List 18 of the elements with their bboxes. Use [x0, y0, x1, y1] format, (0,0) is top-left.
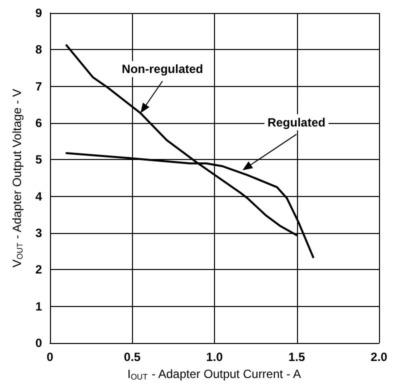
x-tick-label: 1.5 [288, 350, 306, 364]
x-tick-label: 2.0 [370, 350, 388, 364]
y-tick-label: 6 [35, 116, 42, 130]
x-tick-label: 1.0 [206, 350, 224, 364]
x-tick-label: 0.5 [124, 350, 141, 364]
y-tick-label: 0 [35, 336, 42, 350]
y-tick-label: 7 [35, 79, 42, 94]
annotation: Non-regulated [122, 62, 204, 76]
y-tick-label: 2 [35, 262, 42, 277]
y-tick-label: 9 [35, 6, 42, 20]
y-tick-label: 1 [35, 299, 42, 314]
y-tick-label: 3 [35, 226, 42, 240]
y-tick-label: 4 [35, 189, 42, 204]
y-axis-title: VOUT - Adapter Output Voltage - V [10, 88, 24, 268]
y-tick-label: 8 [35, 42, 42, 57]
x-tick-label: 0 [46, 350, 54, 364]
annotation: Regulated [267, 115, 326, 130]
y-tick-label: 5 [35, 152, 42, 167]
